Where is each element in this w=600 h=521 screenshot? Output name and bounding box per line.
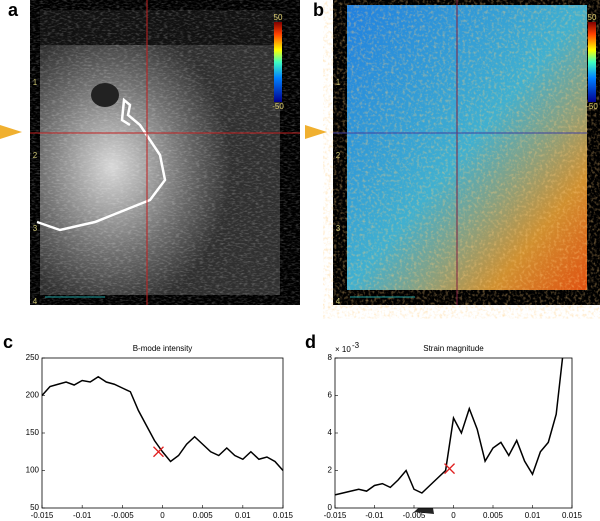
depth-label: 1 — [33, 78, 38, 87]
plot-area — [41, 357, 284, 509]
y-tick-label: 4 — [328, 428, 333, 437]
x-tick-label: 0.005 — [483, 511, 504, 520]
plot-area — [334, 357, 573, 509]
depth-label: 3 — [33, 224, 38, 233]
y-tick-label: 150 — [26, 428, 40, 437]
colorbar-label: 50 — [588, 13, 597, 22]
data-line — [334, 357, 564, 496]
x-tick-label: 0.01 — [235, 511, 251, 520]
x-tick-label: -0.015 — [31, 511, 54, 520]
highlight-marker — [444, 463, 456, 475]
x-tick-label: 0.01 — [525, 511, 541, 520]
x-tick-label: 0 — [451, 511, 456, 520]
x-tick-label: -0.01 — [73, 511, 92, 520]
depth-label: 4 — [336, 297, 341, 306]
y-tick-label: 50 — [30, 503, 39, 512]
depth-label: 4 — [33, 297, 38, 306]
colorbar-label: -50 — [586, 102, 598, 111]
chart-title: Strain magnitude — [423, 344, 484, 353]
y-tick-label: 100 — [26, 466, 40, 475]
y-tick-label: 0 — [328, 503, 333, 512]
panel-label: d — [305, 332, 316, 352]
y-multiplier-exponent: -3 — [352, 341, 360, 350]
colorbar-label: 50 — [274, 13, 283, 22]
ultrasound-image — [0, 0, 300, 305]
strain-image — [305, 0, 600, 305]
y-multiplier: × 10 — [335, 345, 351, 354]
x-tick-label: 0.015 — [273, 511, 294, 520]
x-tick-label: -0.005 — [403, 511, 426, 520]
x-tick-label: -0.015 — [324, 511, 347, 520]
panel-label: c — [3, 332, 13, 352]
x-tick-label: -0.005 — [111, 511, 134, 520]
depth-label: 3 — [336, 224, 341, 233]
data-line — [41, 375, 284, 471]
depth-label: 2 — [336, 151, 341, 160]
panel-label: a — [8, 0, 19, 20]
y-tick-label: 8 — [328, 353, 333, 362]
panel-label: b — [313, 0, 324, 20]
x-tick-label: 0.015 — [562, 511, 583, 520]
depth-label: 2 — [33, 151, 38, 160]
x-tick-label: -0.01 — [365, 511, 384, 520]
y-tick-label: 200 — [26, 391, 40, 400]
highlight-marker — [153, 446, 164, 458]
x-tick-label: 0.005 — [193, 511, 214, 520]
y-tick-label: 250 — [26, 353, 40, 362]
colorbar-label: -50 — [272, 102, 284, 111]
y-tick-label: 2 — [328, 466, 333, 475]
x-tick-label: 0 — [160, 511, 165, 520]
depth-label: 1 — [336, 78, 341, 87]
chart-title: B-mode intensity — [133, 344, 193, 353]
y-tick-label: 6 — [328, 391, 333, 400]
